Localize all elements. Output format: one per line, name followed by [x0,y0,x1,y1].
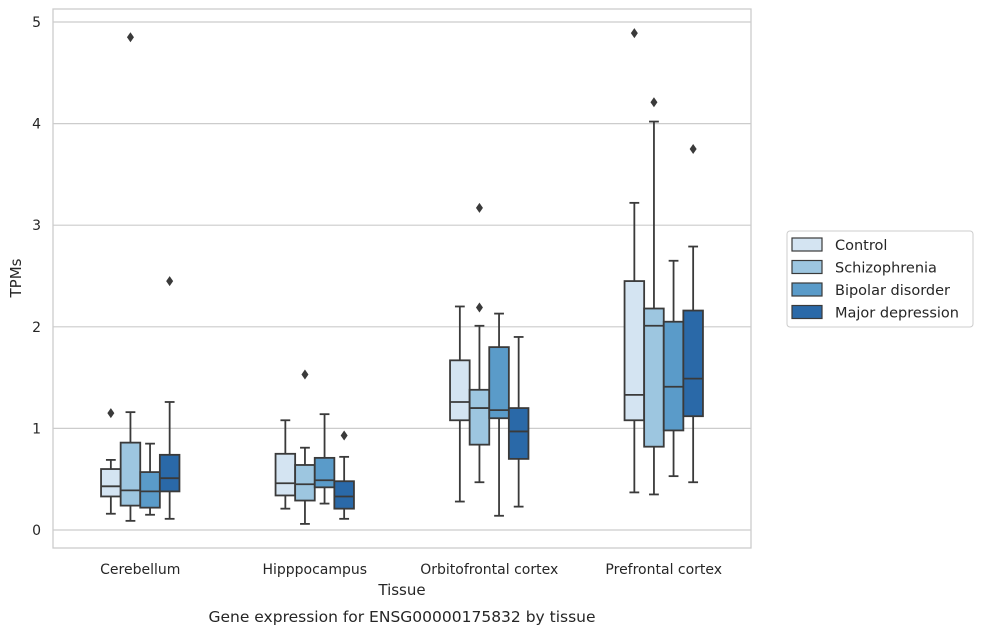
legend-label: Schizophrenia [835,261,937,277]
box-body [313,456,336,489]
x-tick-labels: Cerebellum Hipppocampus Orbitofrontal cort… [100,562,722,578]
x-axis-label: Tissue [377,581,425,599]
box-body [682,309,704,418]
x-tick-label: Hipppocampus [262,562,367,578]
box-control [449,305,471,503]
legend-swatch [791,259,823,275]
legend-label: Major depression [835,306,959,322]
outlier-point [475,302,483,313]
box-body [488,346,510,420]
legend-swatch [791,282,823,297]
y-tick-label: 2 [32,320,41,336]
legend-swatch [791,237,823,252]
box-schizophrenia [294,369,316,525]
box-schizophrenia [643,97,665,496]
outlier-point [475,202,483,213]
outlier-point [650,97,658,108]
outlier-point [166,276,174,287]
box-groups [100,28,704,525]
box-body [294,464,316,502]
box-major-depression [682,144,704,484]
box-body [139,471,161,509]
outlier-point [126,32,134,43]
y-tick-label: 1 [32,421,41,437]
legend-label: Bipolar disorder [835,283,950,299]
legend-label: Control [835,238,887,254]
y-tick-label: 0 [32,523,41,539]
plot-frame [52,8,752,549]
box-body [468,388,491,446]
box-bipolar-disorder [313,413,336,505]
box-body [662,320,685,432]
x-tick-label: Cerebellum [100,562,180,578]
box-major-depression [507,336,530,508]
outlier-point [107,408,115,419]
y-tick-label: 3 [32,218,41,234]
box-bipolar-disorder [488,312,510,517]
outlier-point [689,144,697,154]
y-tick-label: 5 [32,15,41,31]
box-body [333,480,355,510]
y-tick-labels: 0 1 2 3 4 5 [32,15,41,539]
chart-caption: Gene expression for ENSG00000175832 by t… [208,608,595,626]
box-body [158,453,181,493]
box-body [623,280,646,422]
legend: Control Schizophrenia Bipolar disorder Majo… [786,230,974,328]
box-major-depression [333,430,355,520]
outlier-point [301,369,309,380]
box-body [119,441,142,507]
outlier-point [630,28,638,39]
box-major-depression [158,276,181,520]
legend-swatch [791,304,823,320]
y-tick-label: 4 [32,117,41,133]
box-body [449,359,471,422]
box-body [100,468,122,498]
x-tick-label: Orbitofrontal cortex [420,562,558,578]
box-body [643,307,665,448]
y-axis-label: TPMs [7,258,25,298]
box-body [507,407,530,460]
legend-frame [786,230,974,328]
box-body [274,452,297,497]
outlier-point [340,430,348,441]
x-tick-label: Prefrontal cortex [605,562,722,578]
